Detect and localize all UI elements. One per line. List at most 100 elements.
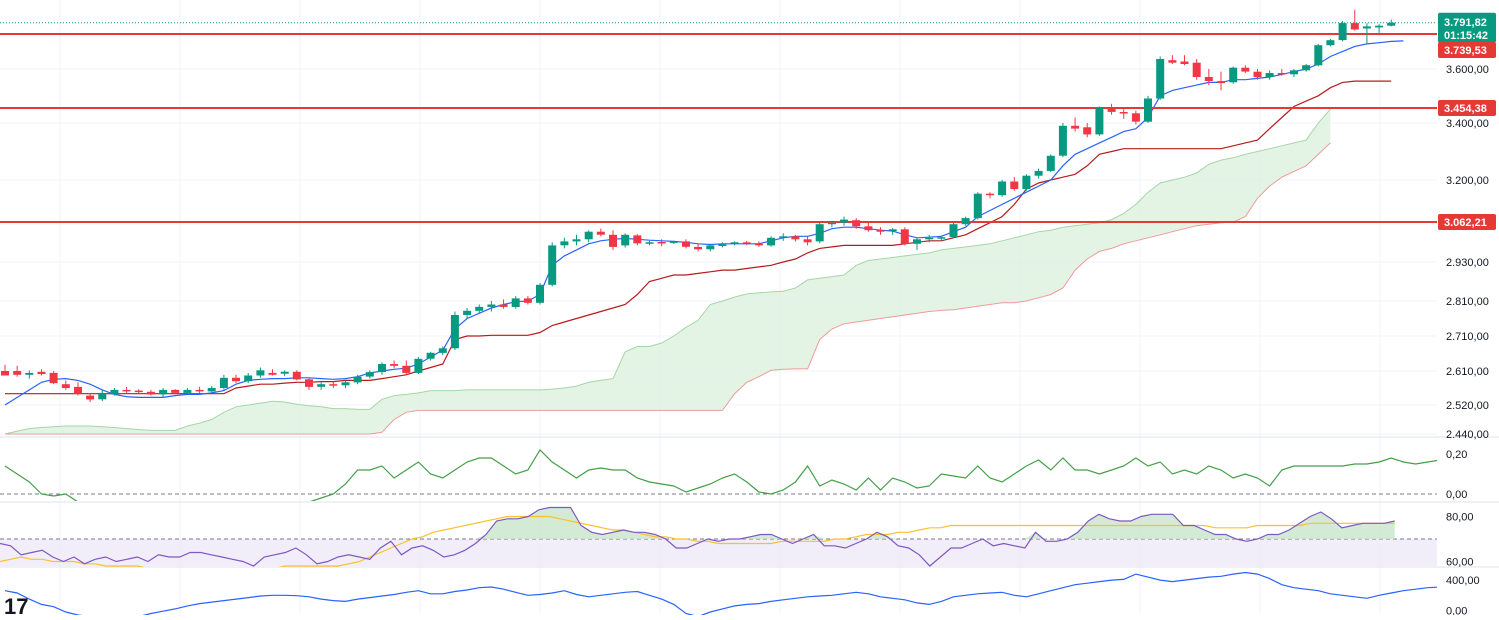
candle[interactable] [499, 299, 508, 309]
candle[interactable] [742, 240, 751, 246]
candle[interactable] [1022, 174, 1031, 191]
candle[interactable] [353, 374, 362, 385]
candle[interactable] [1253, 69, 1262, 80]
candle[interactable] [341, 380, 350, 388]
tradingview-logo[interactable]: 17 [4, 594, 28, 619]
candle[interactable] [1083, 123, 1092, 138]
candle[interactable] [998, 180, 1007, 197]
candle[interactable] [1204, 69, 1213, 86]
candle[interactable] [949, 222, 958, 239]
candle[interactable] [463, 308, 472, 319]
candle[interactable] [669, 240, 678, 244]
candle[interactable] [633, 234, 642, 246]
candle[interactable] [888, 228, 897, 235]
candle[interactable] [840, 216, 848, 226]
candle[interactable] [1, 364, 9, 376]
candle[interactable] [1192, 58, 1201, 80]
candle[interactable] [402, 360, 411, 375]
candle[interactable] [1229, 66, 1238, 84]
candle[interactable] [1071, 117, 1080, 132]
candle[interactable] [475, 304, 484, 314]
candle[interactable] [523, 296, 532, 305]
candle[interactable] [1290, 69, 1298, 78]
candle[interactable] [973, 192, 982, 220]
candle[interactable] [645, 240, 654, 246]
candle[interactable] [937, 235, 946, 241]
candle[interactable] [378, 362, 386, 375]
candle[interactable] [1119, 109, 1128, 119]
candle[interactable] [754, 241, 763, 247]
candle[interactable] [986, 192, 994, 199]
candle[interactable] [317, 382, 326, 390]
candle[interactable] [1302, 63, 1311, 72]
candle[interactable] [864, 222, 873, 232]
candles[interactable] [1, 9, 1396, 402]
candle[interactable] [876, 227, 885, 235]
candle[interactable] [280, 370, 289, 377]
candle[interactable] [536, 283, 544, 305]
candle[interactable] [791, 234, 800, 242]
candle[interactable] [511, 296, 520, 309]
candle[interactable] [1277, 69, 1286, 76]
candle[interactable] [74, 382, 82, 396]
candle[interactable] [122, 386, 131, 393]
candle[interactable] [25, 370, 34, 379]
candle[interactable] [1046, 154, 1055, 173]
candle[interactable] [718, 242, 727, 248]
candle[interactable] [61, 380, 70, 390]
candle[interactable] [49, 371, 58, 385]
candle[interactable] [1107, 103, 1116, 115]
candle[interactable] [682, 239, 690, 249]
candle[interactable] [1375, 24, 1384, 33]
candle[interactable] [1241, 65, 1250, 74]
candle[interactable] [305, 377, 313, 390]
candle[interactable] [207, 386, 216, 393]
candle[interactable] [268, 369, 277, 376]
candle[interactable] [1058, 123, 1067, 158]
candle[interactable] [584, 230, 593, 243]
candle[interactable] [1168, 55, 1177, 64]
candle[interactable] [609, 230, 617, 250]
candle[interactable] [925, 234, 934, 243]
candle[interactable] [694, 243, 703, 252]
candle[interactable] [1387, 19, 1396, 27]
candle[interactable] [560, 237, 569, 249]
candle[interactable] [13, 365, 22, 377]
candle[interactable] [292, 370, 301, 381]
candle[interactable] [134, 389, 143, 394]
candle[interactable] [438, 346, 447, 356]
candle[interactable] [1326, 38, 1335, 47]
candle[interactable] [767, 236, 776, 247]
horizontal-levels[interactable] [0, 33, 1437, 223]
candle[interactable] [1034, 168, 1043, 179]
candle[interactable] [487, 301, 496, 312]
candle[interactable] [1338, 21, 1347, 42]
candle[interactable] [900, 227, 909, 246]
candle[interactable] [195, 386, 204, 393]
candle[interactable] [98, 389, 107, 402]
candle[interactable] [1314, 43, 1323, 67]
candle[interactable] [1144, 95, 1152, 123]
candle[interactable] [1265, 70, 1274, 80]
candle[interactable] [390, 360, 399, 369]
candle[interactable] [730, 241, 739, 246]
candle[interactable] [1217, 71, 1225, 91]
candle[interactable] [414, 357, 423, 375]
candle[interactable] [961, 216, 970, 226]
candle[interactable] [365, 370, 374, 379]
candle[interactable] [244, 372, 253, 384]
candle[interactable] [913, 237, 921, 250]
candle[interactable] [852, 218, 861, 229]
candle[interactable] [110, 388, 119, 396]
candle[interactable] [1156, 56, 1165, 100]
candle[interactable] [86, 392, 95, 402]
candle[interactable] [1010, 177, 1019, 191]
price-axis[interactable]: 3.600,00 3.400,00 3.200,00 2.930,00 2.810,00… [1446, 64, 1489, 618]
candle[interactable] [1180, 55, 1189, 66]
candle[interactable] [827, 221, 836, 228]
candle[interactable] [596, 228, 605, 237]
candle[interactable] [159, 388, 168, 398]
candle[interactable] [450, 311, 459, 351]
